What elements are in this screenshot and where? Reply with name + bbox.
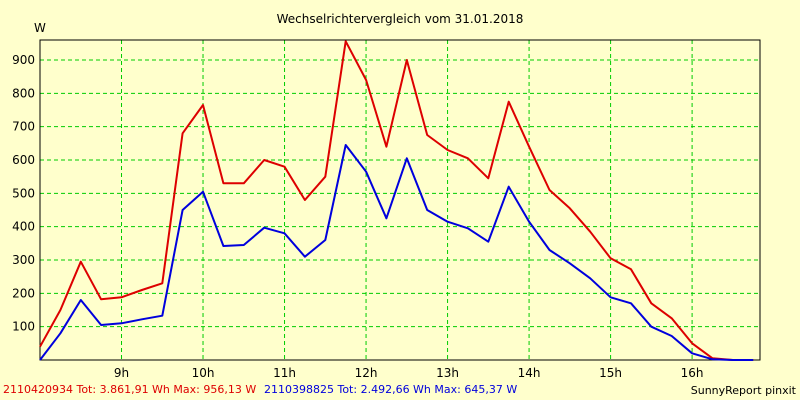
x-tick-label: 13h (436, 366, 459, 380)
series-line-2110398825 (39, 144, 754, 361)
credit-label: SunnyReport pinxit (691, 384, 797, 397)
grid (40, 40, 760, 360)
x-tick-labels: 9h 10h 11h 12h 13h 14h 15h 16h (114, 366, 704, 380)
x-tick-label: 15h (599, 366, 622, 380)
legend-entry-inverter-1: 2110420934 Tot: 3.861,91 Wh Max: 956,13 … (3, 383, 256, 396)
y-tick-label: 500 (12, 186, 35, 200)
x-tick-label: 10h (192, 366, 215, 380)
y-axis-label: W (34, 21, 46, 35)
x-tick-label: 14h (518, 366, 541, 380)
series-layer (39, 40, 754, 361)
x-tick-label: 16h (681, 366, 704, 380)
y-tick-labels: 100 200 300 400 500 600 700 800 900 (12, 53, 35, 334)
x-tick-label: 11h (273, 366, 296, 380)
chart-title: Wechselrichtervergleich vom 31.01.2018 (277, 12, 524, 26)
y-tick-label: 400 (12, 220, 35, 234)
y-tick-label: 600 (12, 153, 35, 167)
y-tick-label: 700 (12, 120, 35, 134)
y-tick-label: 300 (12, 253, 35, 267)
x-tick-label: 9h (114, 366, 129, 380)
series-line-2110420934 (39, 40, 754, 361)
y-tick-label: 900 (12, 53, 35, 67)
y-tick-label: 800 (12, 86, 35, 100)
x-tick-label: 12h (355, 366, 378, 380)
plot-frame (39, 39, 761, 361)
legend-entry-inverter-2: 2110398825 Tot: 2.492,66 Wh Max: 645,37 … (264, 383, 517, 396)
y-tick-label: 100 (12, 320, 35, 334)
y-tick-label: 200 (12, 286, 35, 300)
